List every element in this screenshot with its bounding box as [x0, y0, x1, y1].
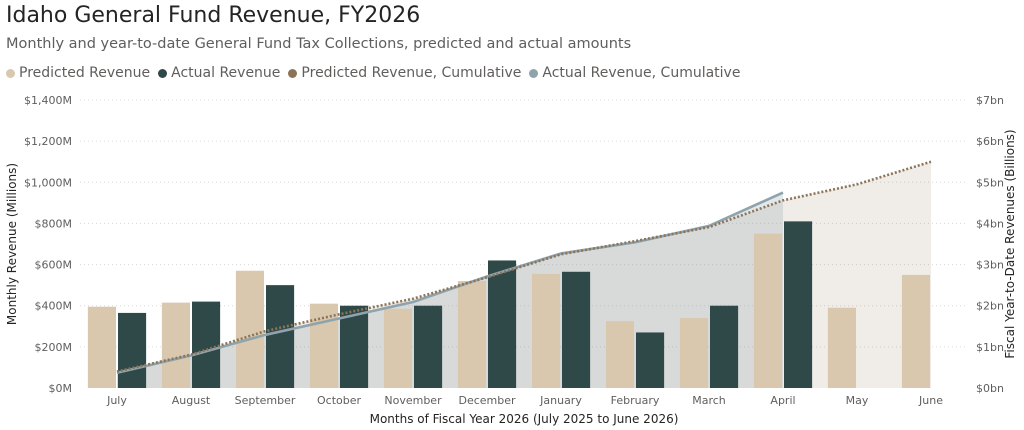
y2-tick-label: $0bn: [976, 382, 1004, 395]
y2-tick-label: $5bn: [976, 176, 1004, 189]
y-tick-label: $200M: [35, 341, 73, 354]
y-tick-label: $800M: [35, 217, 73, 230]
bar-predicted-revenue: [531, 273, 560, 388]
x-tick-label: January: [539, 394, 582, 407]
y-tick-label: $1,200M: [24, 135, 72, 148]
y2-tick-label: $6bn: [976, 135, 1004, 148]
bar-predicted-revenue: [161, 302, 190, 388]
bar-predicted-revenue: [753, 233, 782, 388]
x-tick-label: May: [846, 394, 869, 407]
legend-item-actual-cumulative[interactable]: Actual Revenue, Cumulative: [529, 65, 740, 81]
legend-item-predicted-revenue[interactable]: Predicted Revenue: [6, 65, 150, 81]
x-tick-label: June: [918, 394, 943, 407]
chart-title: Idaho General Fund Revenue, FY2026: [6, 3, 421, 28]
legend: Predicted Revenue Actual Revenue Predict…: [6, 65, 740, 81]
x-tick-label: October: [317, 394, 361, 407]
y-tick-label: $1,000M: [24, 176, 72, 189]
bar-predicted-revenue: [457, 281, 486, 388]
legend-label-actual-cumulative: Actual Revenue, Cumulative: [542, 65, 741, 81]
bar-actual-revenue: [710, 305, 739, 388]
bar-actual-revenue: [118, 312, 147, 388]
legend-item-predicted-cumulative[interactable]: Predicted Revenue, Cumulative: [288, 65, 521, 81]
x-axis-title: Months of Fiscal Year 2026 (July 2025 to…: [370, 412, 679, 426]
x-tick-label: December: [458, 394, 516, 407]
bar-actual-revenue: [636, 332, 665, 388]
x-tick-label: September: [235, 394, 296, 407]
x-tick-label: July: [106, 394, 127, 407]
bar-actual-revenue: [340, 305, 369, 388]
y2-tick-label: $7bn: [976, 94, 1004, 107]
legend-label-predicted-cumulative: Predicted Revenue, Cumulative: [301, 65, 522, 81]
y-axis-title: Monthly Revenue (Millions): [5, 163, 19, 325]
x-tick-label: November: [384, 394, 442, 407]
y-tick-label: $1,400M: [24, 94, 72, 107]
chart-subtitle: Monthly and year-to-date General Fund Ta…: [6, 36, 632, 52]
bar-predicted-revenue: [679, 318, 708, 388]
bar-actual-revenue: [784, 221, 813, 388]
legend-dot-actual-revenue: [158, 68, 168, 78]
legend-dot-actual-cumulative: [529, 68, 539, 78]
legend-label-predicted-revenue: Predicted Revenue: [19, 65, 151, 81]
bar-actual-revenue: [562, 271, 591, 388]
y-tick-label: $400M: [35, 300, 73, 313]
legend-dot-predicted-cumulative: [288, 68, 298, 78]
x-tick-label: February: [611, 394, 660, 407]
x-tick-label: April: [770, 394, 795, 407]
y-tick-label: $0M: [49, 382, 73, 395]
legend-label-actual-revenue: Actual Revenue: [171, 65, 281, 81]
bar-predicted-revenue: [605, 321, 634, 388]
y2-tick-label: $4bn: [976, 217, 1004, 230]
y-tick-label: $600M: [35, 259, 73, 272]
bar-predicted-revenue: [235, 270, 264, 388]
line-predicted-cumulative: [116, 160, 932, 373]
legend-item-actual-revenue[interactable]: Actual Revenue: [158, 65, 280, 81]
bar-predicted-revenue: [87, 306, 116, 388]
bar-predicted-revenue: [383, 308, 412, 388]
bar-actual-revenue: [414, 305, 443, 388]
y2-tick-label: $1bn: [976, 341, 1004, 354]
x-tick-label: March: [692, 394, 726, 407]
bar-actual-revenue: [192, 301, 221, 388]
y2-tick-label: $2bn: [976, 300, 1004, 313]
bar-predicted-revenue: [827, 307, 856, 388]
y2-tick-label: $3bn: [976, 259, 1004, 272]
x-tick-label: August: [172, 394, 211, 407]
bar-predicted-revenue: [309, 303, 338, 388]
bar-actual-revenue: [266, 285, 295, 388]
bar-predicted-revenue: [901, 274, 930, 388]
legend-dot-predicted-revenue: [6, 68, 15, 78]
y2-axis-title: Fiscal Year-to-Date Revenues (Billions): [1003, 129, 1017, 358]
bar-actual-revenue: [488, 260, 517, 388]
